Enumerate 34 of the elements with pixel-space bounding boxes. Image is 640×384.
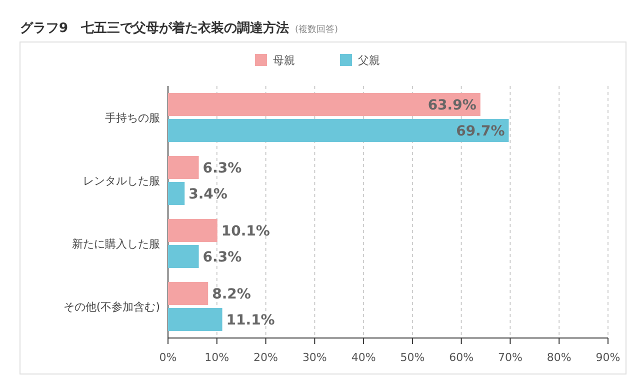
- chart-subtitle: (複数回答): [295, 24, 338, 35]
- x-tick-label: 40%: [351, 351, 376, 364]
- x-tick-label: 0%: [159, 351, 177, 364]
- x-tick-label: 60%: [449, 351, 474, 364]
- x-tick-label: 10%: [204, 351, 230, 364]
- x-tick-label: 20%: [254, 351, 278, 364]
- data-label: 3.4%: [188, 186, 228, 202]
- data-label: 6.3%: [202, 160, 242, 176]
- bar: [168, 282, 208, 305]
- x-tick-label: 80%: [546, 351, 572, 364]
- bar: [168, 245, 199, 268]
- data-label: 10.1%: [221, 224, 270, 240]
- bar: [168, 93, 480, 116]
- bar: [168, 308, 222, 331]
- y-tick-label: その他(不参加含む): [63, 300, 160, 314]
- chart-title: グラフ9 七五三で父母が着た衣装の調達方法: [20, 20, 290, 36]
- bar: [168, 219, 218, 242]
- data-label: 6.3%: [202, 250, 242, 266]
- legend-label: 父親: [358, 54, 380, 67]
- bar: [168, 182, 185, 205]
- legend-label: 母親: [273, 54, 295, 67]
- y-tick-label: レンタルした服: [83, 174, 160, 188]
- y-tick-label: 新たに購入した服: [72, 238, 160, 250]
- bar: [168, 119, 509, 142]
- x-tick-label: 50%: [400, 351, 425, 364]
- data-label: 63.9%: [428, 98, 476, 114]
- x-tick-label: 90%: [596, 351, 620, 364]
- x-tick-label: 70%: [498, 351, 522, 364]
- data-label: 11.1%: [226, 312, 275, 328]
- data-label: 69.7%: [456, 124, 505, 140]
- data-label: 8.2%: [212, 286, 251, 302]
- y-tick-label: 手持ちの服: [105, 112, 160, 124]
- bar: [168, 156, 199, 179]
- x-tick-label: 30%: [302, 351, 327, 364]
